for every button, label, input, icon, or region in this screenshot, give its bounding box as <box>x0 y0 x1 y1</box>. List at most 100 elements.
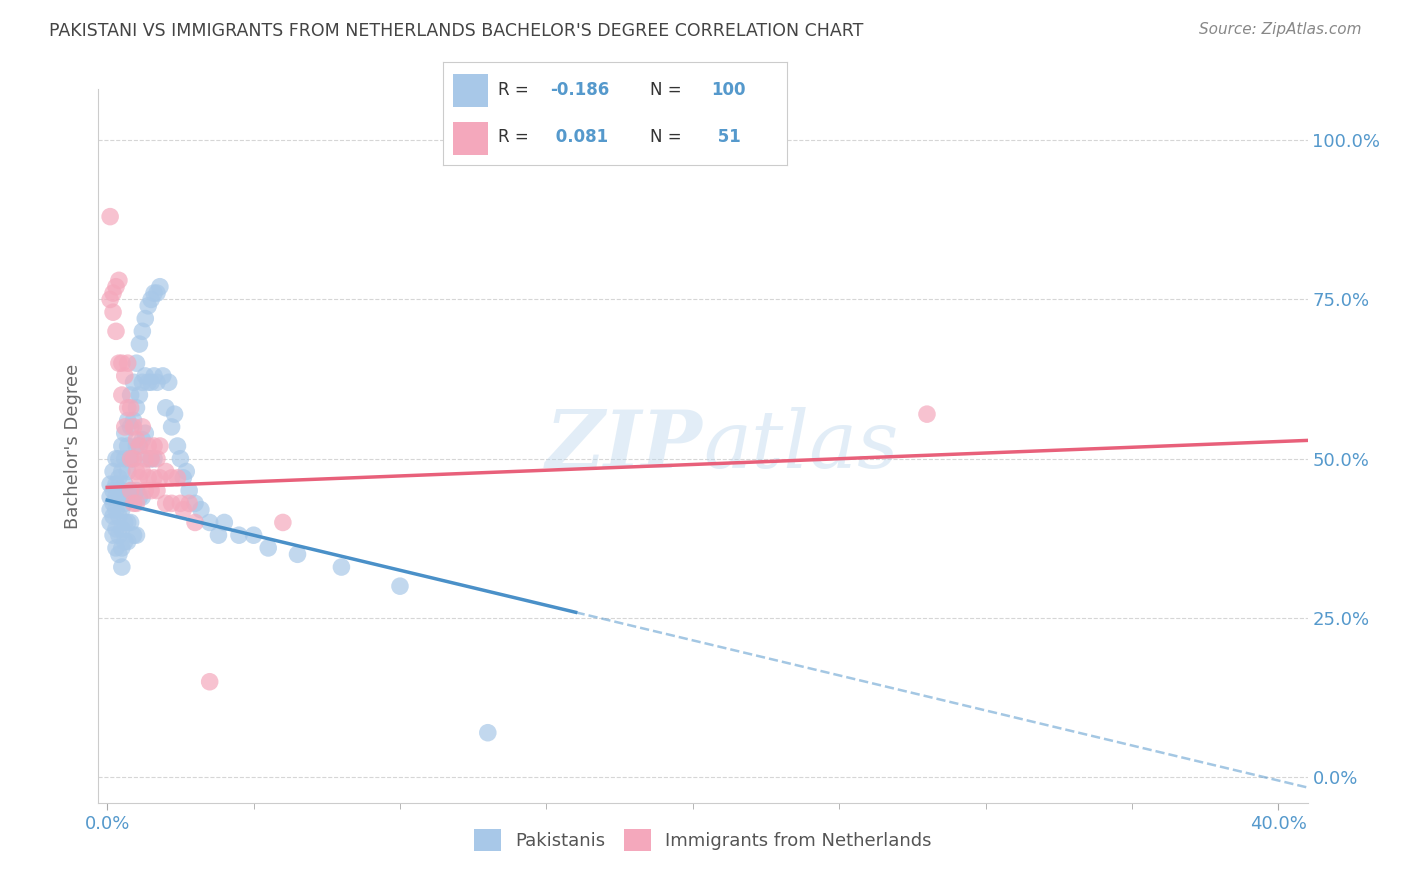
Point <box>98 210 121 224</box>
Point <box>128 337 150 351</box>
Legend: Pakistanis, Immigrants from Netherlands: Pakistanis, Immigrants from Netherlands <box>467 822 939 858</box>
Point <box>114 496 136 510</box>
Point <box>122 451 145 466</box>
Point <box>207 528 229 542</box>
Point <box>111 465 134 479</box>
Point <box>117 516 139 530</box>
Text: ZIP: ZIP <box>546 408 703 484</box>
Point <box>114 477 136 491</box>
Point <box>139 451 162 466</box>
Point <box>242 528 264 542</box>
Point <box>287 547 309 561</box>
Point <box>104 324 127 338</box>
Point <box>125 356 148 370</box>
Point <box>155 496 177 510</box>
Point <box>101 305 124 319</box>
Point <box>101 465 124 479</box>
Point <box>143 368 166 383</box>
Bar <box>453 74 488 106</box>
Point <box>139 376 162 390</box>
Point <box>104 279 127 293</box>
Point <box>257 541 280 555</box>
Point <box>98 490 121 504</box>
Point <box>117 465 139 479</box>
Point <box>101 509 124 524</box>
Point <box>114 368 136 383</box>
Point <box>104 477 127 491</box>
Text: -0.186: -0.186 <box>550 81 609 99</box>
Text: PAKISTANI VS IMMIGRANTS FROM NETHERLANDS BACHELOR'S DEGREE CORRELATION CHART: PAKISTANI VS IMMIGRANTS FROM NETHERLANDS… <box>49 22 863 40</box>
Point <box>143 471 166 485</box>
Text: 100: 100 <box>711 81 747 99</box>
Point <box>915 407 938 421</box>
Point <box>128 490 150 504</box>
Point <box>114 420 136 434</box>
Point <box>117 490 139 504</box>
Point <box>131 376 153 390</box>
Point <box>169 496 191 510</box>
Text: atlas: atlas <box>703 408 898 484</box>
Point <box>108 490 131 504</box>
Point <box>120 483 142 498</box>
Point <box>214 516 236 530</box>
Point <box>139 451 162 466</box>
Point <box>172 471 194 485</box>
Point <box>160 471 183 485</box>
Point <box>179 496 201 510</box>
Point <box>131 490 153 504</box>
Text: R =: R = <box>498 128 534 146</box>
Point <box>114 451 136 466</box>
Point <box>101 483 124 498</box>
Point <box>125 528 148 542</box>
Point <box>108 528 131 542</box>
Point <box>104 502 127 516</box>
Point <box>125 433 148 447</box>
Point <box>108 451 131 466</box>
Point <box>172 502 194 516</box>
Point <box>108 547 131 561</box>
Point <box>104 451 127 466</box>
Point <box>111 388 134 402</box>
Point <box>117 401 139 415</box>
Point <box>134 311 156 326</box>
Point <box>134 368 156 383</box>
Point <box>134 426 156 441</box>
Point <box>149 279 172 293</box>
Point <box>163 407 186 421</box>
Point <box>98 516 121 530</box>
Text: Source: ZipAtlas.com: Source: ZipAtlas.com <box>1198 22 1361 37</box>
Point <box>114 426 136 441</box>
Point <box>117 534 139 549</box>
Point <box>330 560 353 574</box>
Point <box>108 471 131 485</box>
Point <box>134 451 156 466</box>
Point <box>198 674 221 689</box>
Point <box>143 439 166 453</box>
Text: R =: R = <box>498 81 534 99</box>
Point <box>101 286 124 301</box>
Point <box>104 490 127 504</box>
Point <box>125 483 148 498</box>
Point <box>125 401 148 415</box>
Point <box>184 496 207 510</box>
Point <box>120 451 142 466</box>
Point <box>122 413 145 427</box>
Point <box>125 465 148 479</box>
Point <box>120 451 142 466</box>
Point <box>155 401 177 415</box>
Point <box>174 465 197 479</box>
Text: 51: 51 <box>711 128 741 146</box>
Point <box>98 293 121 307</box>
Point <box>104 541 127 555</box>
Point <box>108 356 131 370</box>
Point <box>146 286 169 301</box>
Point <box>157 376 180 390</box>
Point <box>122 496 145 510</box>
Point <box>228 528 250 542</box>
Point <box>117 413 139 427</box>
Point <box>101 496 124 510</box>
Point <box>160 420 183 434</box>
Point <box>146 451 169 466</box>
Point <box>128 471 150 485</box>
Point <box>111 522 134 536</box>
